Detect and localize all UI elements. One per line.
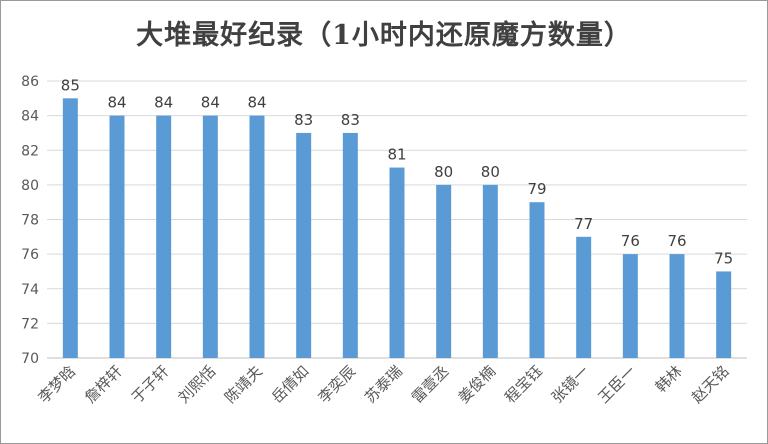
bar bbox=[296, 132, 312, 358]
data-label: 84 bbox=[154, 94, 173, 112]
x-tick-label: 程宝钰 bbox=[501, 362, 546, 407]
data-label: 76 bbox=[621, 232, 640, 250]
x-tick-label: 张镜一 bbox=[548, 362, 593, 407]
x-tick-label: 詹梓轩 bbox=[81, 362, 126, 407]
x-tick-label: 韩林 bbox=[652, 362, 686, 396]
data-label: 80 bbox=[434, 163, 453, 181]
bar bbox=[669, 254, 685, 358]
bar bbox=[529, 202, 545, 358]
y-tick-label: 78 bbox=[21, 213, 39, 229]
y-tick-label: 74 bbox=[21, 282, 39, 298]
data-label: 77 bbox=[574, 215, 593, 233]
y-tick-label: 80 bbox=[21, 178, 39, 194]
bar bbox=[249, 115, 265, 358]
x-tick-label: 陈靖夫 bbox=[221, 362, 266, 407]
chart-title: 大堆最好纪录（1小时内还原魔方数量） bbox=[136, 20, 632, 51]
data-label: 83 bbox=[341, 111, 360, 129]
bar bbox=[156, 115, 172, 358]
y-tick-label: 86 bbox=[21, 74, 39, 90]
y-tick-label: 76 bbox=[21, 247, 39, 263]
y-tick-label: 82 bbox=[21, 143, 39, 159]
x-tick-label: 岳倩如 bbox=[268, 362, 313, 407]
data-label: 75 bbox=[714, 249, 733, 267]
bar bbox=[202, 115, 218, 358]
x-tick-label: 李梦晗 bbox=[35, 362, 80, 407]
data-label: 83 bbox=[294, 111, 313, 129]
bar bbox=[716, 271, 732, 358]
bar bbox=[576, 236, 592, 358]
bar bbox=[622, 254, 638, 358]
x-tick-label: 于子轩 bbox=[128, 362, 173, 407]
y-tick-label: 70 bbox=[21, 351, 39, 367]
y-tick-label: 72 bbox=[21, 316, 39, 332]
bar bbox=[62, 98, 78, 358]
bar bbox=[436, 184, 452, 358]
data-label: 84 bbox=[247, 94, 266, 112]
bar bbox=[482, 184, 498, 358]
bar bbox=[389, 167, 405, 358]
data-label: 84 bbox=[107, 94, 126, 112]
x-tick-label: 王臣一 bbox=[595, 362, 640, 407]
x-tick-label: 雷壹丞 bbox=[408, 362, 453, 407]
x-tick-label: 姜俊楠 bbox=[455, 362, 500, 407]
data-label: 76 bbox=[667, 232, 686, 250]
data-label: 79 bbox=[527, 180, 546, 198]
data-label: 81 bbox=[387, 146, 406, 164]
y-tick-label: 84 bbox=[21, 109, 39, 125]
data-label: 80 bbox=[481, 163, 500, 181]
x-tick-label: 苏泰瑞 bbox=[361, 362, 406, 407]
x-tick-label: 刘熙恬 bbox=[175, 362, 220, 407]
data-label: 85 bbox=[61, 76, 80, 94]
x-tick-label: 李奕辰 bbox=[315, 362, 360, 407]
bar bbox=[109, 115, 125, 358]
x-tick-label: 赵天铭 bbox=[688, 362, 733, 407]
data-label: 84 bbox=[201, 94, 220, 112]
bar bbox=[342, 132, 358, 358]
